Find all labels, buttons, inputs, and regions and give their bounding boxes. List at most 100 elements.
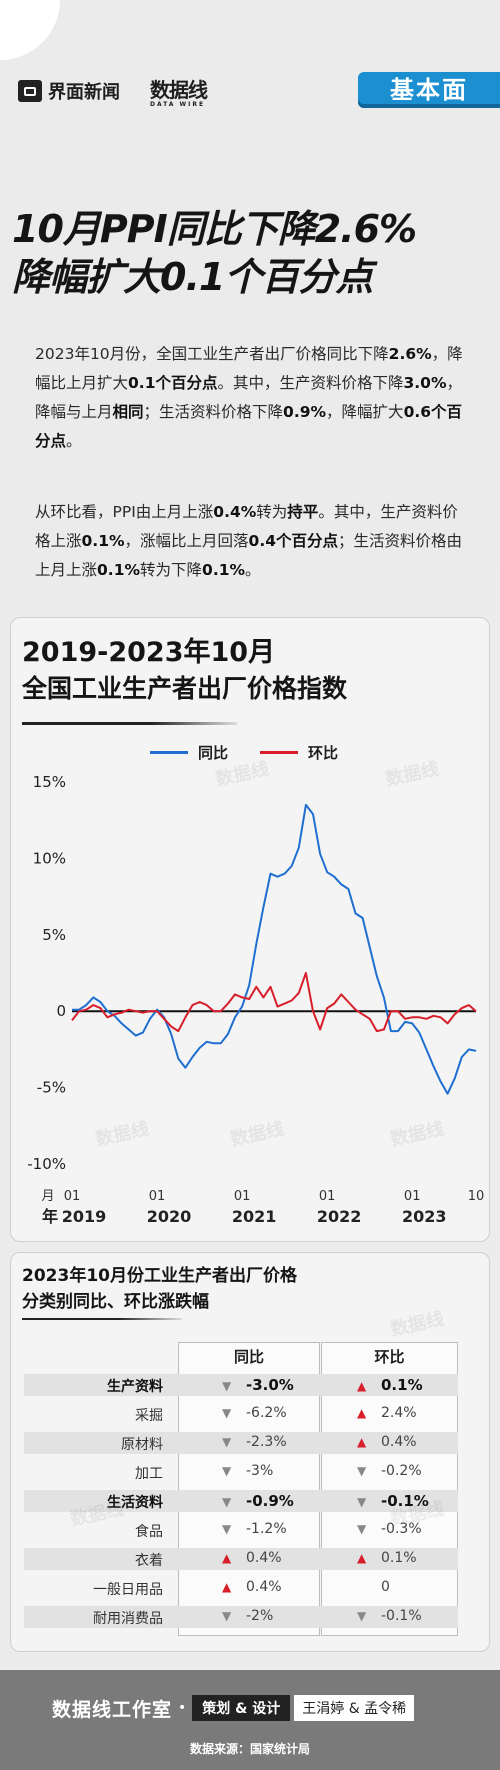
yoy-arrow-icon: ▼ (222, 1464, 232, 1478)
mom-cell: ▼ -0.2% (357, 1463, 422, 1479)
mom-column-header: 环比 (374, 1348, 405, 1366)
mom-cell: 0 (357, 1579, 390, 1595)
mom-value: 0 (381, 1579, 390, 1595)
section-tag: 基本面 (358, 72, 500, 108)
mom-value: -0.1% (381, 1608, 422, 1624)
mom-cell: ▼ -0.3% (357, 1521, 422, 1537)
row-category: 生产资料 (107, 1379, 163, 1395)
paragraph-run: 持平 (287, 503, 319, 521)
mom-arrow-icon: ▲ (357, 1551, 367, 1565)
yoy-arrow-icon: ▼ (222, 1609, 232, 1623)
paragraph-run: 2023年10月份，全国工业生产者出厂价格同比下降 (35, 345, 389, 363)
row-category: 食品 (135, 1524, 163, 1540)
brand-icon (18, 80, 42, 102)
paragraph-run: ；生活资料价格由上月上涨 (35, 532, 463, 579)
paragraph-run: ，降幅扩大 (326, 403, 404, 421)
mom-arrow-icon: ▲ (357, 1379, 367, 1393)
mom-arrow-icon: ▲ (357, 1406, 367, 1420)
mom-value: 0.4% (381, 1434, 417, 1450)
paragraph-run: 从环比看，PPI由上月上涨 (35, 503, 214, 521)
paragraph-2: 从环比看，PPI由上月上涨0.4%转为持平。其中，生产资料价格上涨0.1%，涨幅… (35, 498, 465, 585)
yoy-value: -2% (246, 1608, 274, 1624)
yoy-value: -6.2% (246, 1405, 287, 1421)
paragraph-run: 0.1% (97, 561, 141, 579)
yoy-value: 0.4% (246, 1579, 282, 1595)
paragraph-run: 0.9% (283, 403, 327, 421)
table-row: 衣着 ▲ 0.4% ▲ 0.1% (24, 1548, 458, 1570)
table-row: 采掘 ▼ -6.2% ▲ 2.4% (24, 1403, 458, 1425)
mom-arrow-icon: ▼ (357, 1464, 367, 1478)
yoy-arrow-icon: ▼ (222, 1406, 232, 1420)
row-category: 采掘 (135, 1408, 163, 1424)
paragraph-run: 转为下降 (140, 561, 203, 579)
yoy-arrow-icon: ▼ (222, 1379, 232, 1393)
paragraph-run: 。其中，生产资料价格下降 (217, 374, 404, 392)
brand-name: 界面新闻 (48, 82, 120, 103)
chart-card (10, 617, 490, 1242)
mom-arrow-icon: ▼ (357, 1495, 367, 1509)
row-category: 生活资料 (107, 1495, 163, 1511)
row-category: 加工 (135, 1466, 163, 1482)
legend-item-yoy: 同比 (150, 742, 228, 763)
yoy-value: -0.9% (246, 1492, 294, 1510)
mom-arrow-icon: ▼ (357, 1609, 367, 1623)
chart-title-line1: 2019-2023年10月 (22, 637, 276, 668)
yoy-cell: ▼ -0.9% (222, 1492, 294, 1510)
mom-cell: ▲ 0.4% (357, 1434, 417, 1450)
yoy-arrow-icon: ▼ (222, 1435, 232, 1449)
mom-cell: ▲ 2.4% (357, 1405, 417, 1421)
row-background (24, 1548, 458, 1570)
headline-line1: 10月PPI同比下降2.6% (12, 207, 417, 251)
studio-name: 数据线工作室 (52, 1698, 173, 1721)
table-row: 食品 ▼ -1.2% ▼ -0.3% (24, 1519, 458, 1541)
mom-arrow-icon: ▼ (357, 1522, 367, 1536)
mom-value: 0.1% (381, 1376, 423, 1394)
table-row: 加工 ▼ -3% ▼ -0.2% (24, 1461, 458, 1483)
yoy-cell: ▼ -3% (222, 1463, 273, 1479)
yoy-value: -3.0% (246, 1376, 294, 1394)
paragraph-run: 相同 (112, 403, 144, 421)
table-row: 耐用消费品 ▼ -2% ▼ -0.1% (24, 1606, 458, 1628)
mom-cell: ▲ 0.1% (357, 1550, 417, 1566)
headline: 10月PPI同比下降2.6% 降幅扩大0.1个百分点 (12, 205, 492, 301)
table-row: 生产资料 ▼ -3.0% ▲ 0.1% (24, 1374, 458, 1396)
legend-item-mom: 环比 (260, 742, 338, 763)
paragraph-run: 0.1% (202, 561, 246, 579)
paragraph-run: 0.4个百分点 (248, 532, 338, 550)
mom-value: 0.1% (381, 1550, 417, 1566)
row-category: 原材料 (121, 1437, 163, 1453)
yoy-cell: ▼ -2.3% (222, 1434, 287, 1450)
chart-title-line2: 全国工业生产者出厂价格指数 (22, 674, 348, 703)
yoy-value: -1.2% (246, 1521, 287, 1537)
legend-swatch-mom (260, 751, 299, 754)
legend-label-mom: 环比 (308, 744, 339, 762)
yoy-cell: ▼ -6.2% (222, 1405, 287, 1421)
chart-legend: 同比 环比 (150, 742, 370, 763)
yoy-value: 0.4% (246, 1550, 282, 1566)
paragraph-run: 0.1个百分点 (128, 374, 218, 392)
separator-dot: • (178, 1700, 187, 1716)
row-category: 一般日用品 (93, 1582, 163, 1598)
row-category: 耐用消费品 (93, 1611, 163, 1627)
data-wire-logo: 数据线 DATA WIRE (150, 78, 208, 108)
paragraph-run: 。其中，生产资料价格上涨 (35, 503, 458, 550)
yoy-cell: ▲ 0.4% (222, 1579, 282, 1595)
row-background (24, 1490, 458, 1512)
mom-cell: ▼ -0.1% (357, 1608, 422, 1624)
yoy-arrow-icon: ▼ (222, 1522, 232, 1536)
paragraph-run: 转为 (256, 503, 288, 521)
brand-logo: 界面新闻 (18, 78, 120, 104)
paragraph-1: 2023年10月份，全国工业生产者出厂价格同比下降2.6%，降幅比上月扩大0.1… (35, 340, 465, 456)
paragraph-run: 2.6% (388, 345, 432, 363)
mom-value: -0.3% (381, 1521, 422, 1537)
yoy-value: -2.3% (246, 1434, 287, 1450)
table-title-line1: 2023年10月份工业生产者出厂价格 (22, 1266, 297, 1286)
data-source: 数据来源：国家统计局 (189, 1742, 310, 1756)
mom-value: -0.1% (381, 1492, 429, 1510)
paragraph-run: 。 (245, 561, 261, 579)
headline-line2: 降幅扩大0.1个百分点 (12, 255, 373, 299)
yoy-cell: ▲ 0.4% (222, 1550, 282, 1566)
row-background (24, 1606, 458, 1628)
row-background (24, 1432, 458, 1454)
paragraph-run: ，降幅与上月 (35, 374, 463, 421)
